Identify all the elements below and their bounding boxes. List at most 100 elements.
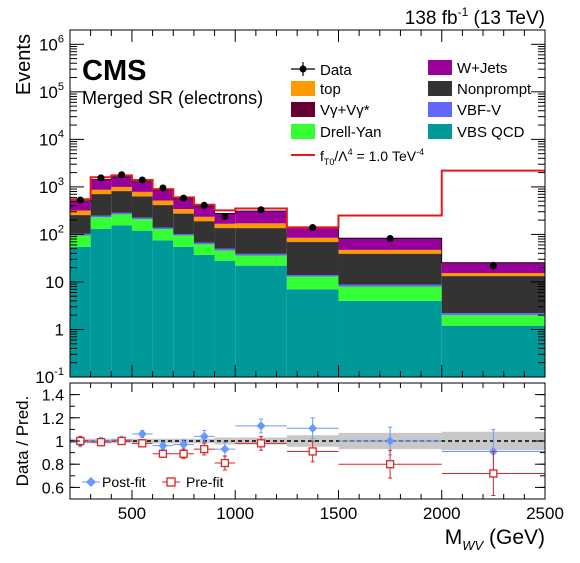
x-tick-label-2000: 2000 [423,504,461,523]
stacked-histogram [70,176,545,377]
bar-vbs_qcd-bin-7 [214,260,236,377]
bar-wjets-bin-4 [152,190,174,201]
legend-label-top: top [320,81,341,98]
bar-nonprompt-bin-6 [193,221,215,243]
upper-frame [69,29,546,378]
bar-vbf_v-bin-1 [90,215,112,218]
bar-vbf_v-bin-6 [193,242,215,245]
bar-drell_yan-bin-9 [286,276,339,290]
ratio-y-axis-label: Data / Pred. [13,396,32,487]
y-tick-label-1: 1 [55,320,64,339]
bar-top-bin-1 [90,189,112,194]
bar-top-bin-5 [173,209,194,214]
bar-drell_yan-bin-5 [173,235,194,247]
bar-vbf_v-bin-3 [131,217,153,220]
y-tick-label-100000: 105 [39,81,64,102]
region-label: Merged SR (electrons) [82,88,263,108]
bar-top-bin-9 [286,237,339,242]
bar-top-bin-8 [235,223,287,229]
bar-nonprompt-bin-3 [131,196,153,218]
bar-vbs_qcd-bin-4 [152,240,174,377]
legend-label-wjets: W+Jets [457,60,507,77]
bar-vbs_qcd-bin-8 [235,265,287,377]
bar-vbs_qcd-bin-10 [338,300,442,377]
bar-vbs_qcd-bin-9 [286,289,339,377]
bar-vbs_qcd-bin-2 [111,225,132,377]
data-points [76,171,497,271]
signal-line [70,169,545,229]
data-point-4 [159,184,167,192]
y-tick-label-10000: 104 [39,128,64,149]
data-point-11 [489,261,497,271]
ratio-y-tick-label-1.4: 1.4 [42,388,64,405]
bar-nonprompt-bin-8 [235,228,287,254]
bar-drell_yan-bin-7 [214,250,236,261]
ratio-y-tick-label-1: 1 [55,434,64,451]
legend: Data top Vγ+Vγ* Drell-Yan fT0/Λ4 = 1.0 T… [291,60,532,167]
bar-nonprompt-bin-7 [214,228,236,249]
y-tick-label-1000000: 106 [39,33,64,54]
ratio-y-tick-label-1.2: 1.2 [42,411,64,428]
bar-drell_yan-bin-8 [235,255,287,266]
prefit-point-6 [193,442,215,456]
postfit-point-8 [235,418,287,434]
bar-vbs_qcd-bin-1 [90,229,112,377]
data-point-6 [200,201,208,209]
bar-top-bin-7 [214,223,236,228]
ratio-points [70,417,545,497]
data-point-10 [386,235,394,243]
bar-nonprompt-bin-5 [173,213,194,235]
data-point-0 [76,196,84,204]
bar-top-bin-6 [193,216,215,222]
y-tick-label-1000: 103 [39,176,64,197]
bar-vbf_v-bin-9 [286,274,339,277]
data-point-5 [180,194,188,202]
bar-wjets-bin-9 [286,226,339,238]
bar-vbf_v-bin-2 [111,212,132,215]
bar-nonprompt-bin-11 [441,276,545,314]
prefit-point-5 [173,448,194,459]
bar-drell_yan-bin-3 [131,219,153,231]
bar-vbf_v-bin-10 [338,284,442,287]
bar-wjets-bin-2 [111,176,132,187]
bar-wjets-bin-0 [70,200,91,211]
legend-entry-vbs-qcd: VBS QCD [428,124,525,141]
bar-vbs_qcd-bin-0 [70,246,91,377]
postfit-point-7 [214,441,236,457]
lumi-label: 138 fb-1 (13 TeV) [405,5,545,29]
bar-top-bin-11 [441,273,545,276]
data-point-1 [97,174,105,182]
ratio-legend-label-postfit: Post-fit [102,474,146,490]
legend-label-signal: fT0/Λ4 = 1.0 TeV-4 [320,147,424,167]
ratio-y-tick-label-0.8: 0.8 [42,457,64,474]
legend-entry-data: Data [291,62,352,79]
bar-drell_yan-bin-1 [90,217,112,230]
prefit-point-9 [286,440,339,463]
ratio-legend: Post-fit Pre-fit [82,474,223,490]
data-point-8 [257,206,265,214]
legend-entry-drell-yan: Drell-Yan [291,124,381,141]
ratio-y-tick-label-0.6: 0.6 [42,480,64,497]
bar-drell_yan-bin-6 [193,244,215,255]
x-tick-label-1500: 1500 [320,504,358,523]
bar-wjets-bin-3 [131,181,153,192]
x-axis-label: MWV (GeV) [445,526,545,553]
bar-vbf_v-bin-5 [173,234,194,236]
bar-vbf_v-bin-4 [152,227,174,230]
bar-drell_yan-bin-4 [152,229,174,241]
x-tick-label-1000: 1000 [216,504,254,523]
ratio-legend-prefit: Pre-fit [162,474,223,490]
ratio-legend-label-prefit: Pre-fit [186,474,223,490]
legend-entry-wjets: W+Jets [428,60,507,77]
legend-label-data: Data [320,62,352,79]
postfit-point-9 [286,417,339,440]
signal-histogram-line [70,169,545,229]
bar-top-bin-4 [152,200,174,205]
bar-wjets-bin-6 [193,206,215,217]
bar-drell_yan-bin-2 [111,214,132,226]
bar-wjets-bin-10 [338,238,442,250]
bar-drell_yan-bin-10 [338,286,442,301]
postfit-point-5 [173,439,194,450]
legend-entry-signal: fT0/Λ4 = 1.0 TeV-4 [291,147,424,167]
